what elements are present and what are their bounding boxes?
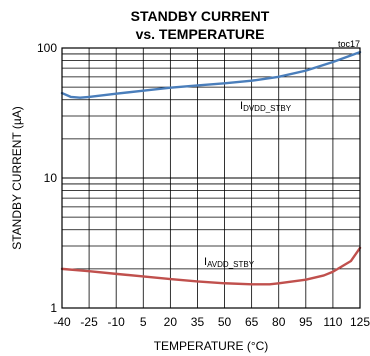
grid xyxy=(61,48,361,309)
series-line-avdd-stby xyxy=(60,246,362,286)
x-tick-label: 35 xyxy=(191,315,205,329)
chart-subtitle: vs. TEMPERATURE xyxy=(136,26,265,42)
y-axis-label: STANDBY CURRENT (µA) xyxy=(10,106,24,250)
series-label-dvdd-sub: DVDD_STBY xyxy=(243,104,292,113)
series-lines xyxy=(60,50,362,286)
x-tick-label: 20 xyxy=(164,315,178,329)
y-tick-label: 100 xyxy=(37,41,57,55)
series-label-avdd-sub: AVDD_STBY xyxy=(207,260,255,269)
x-tick-label: -10 xyxy=(108,315,126,329)
series-line-dvdd-stby xyxy=(60,50,362,99)
x-tick-label: -40 xyxy=(53,315,71,329)
x-tick-label: 5 xyxy=(140,315,147,329)
chart-tag: toc17 xyxy=(338,39,360,49)
plot-frame xyxy=(61,47,361,309)
x-tick-label: 65 xyxy=(245,315,259,329)
x-tick-labels: -40 -25 -10 5 20 35 50 65 80 95 110 125 xyxy=(53,315,370,329)
x-tick-label: 80 xyxy=(272,315,286,329)
y-tick-label: 1 xyxy=(50,301,57,315)
series-label-avdd-main: I xyxy=(204,256,207,268)
y-tick-labels: 1 10 100 xyxy=(37,41,57,315)
chart-title: STANDBY CURRENT xyxy=(131,8,270,24)
x-axis-label: TEMPERATURE (°C) xyxy=(154,339,269,353)
series-label-dvdd-main: I xyxy=(240,100,243,112)
series-label-dvdd: IDVDD_STBY xyxy=(240,100,292,113)
x-tick-label: 110 xyxy=(323,315,342,329)
y-tick-label: 10 xyxy=(44,171,58,185)
x-tick-label: 50 xyxy=(218,315,232,329)
x-tick-label: 125 xyxy=(350,315,370,329)
x-tick-label: 95 xyxy=(299,315,313,329)
series-label-avdd: IAVDD_STBY xyxy=(204,256,255,269)
x-tick-label: -25 xyxy=(80,315,98,329)
